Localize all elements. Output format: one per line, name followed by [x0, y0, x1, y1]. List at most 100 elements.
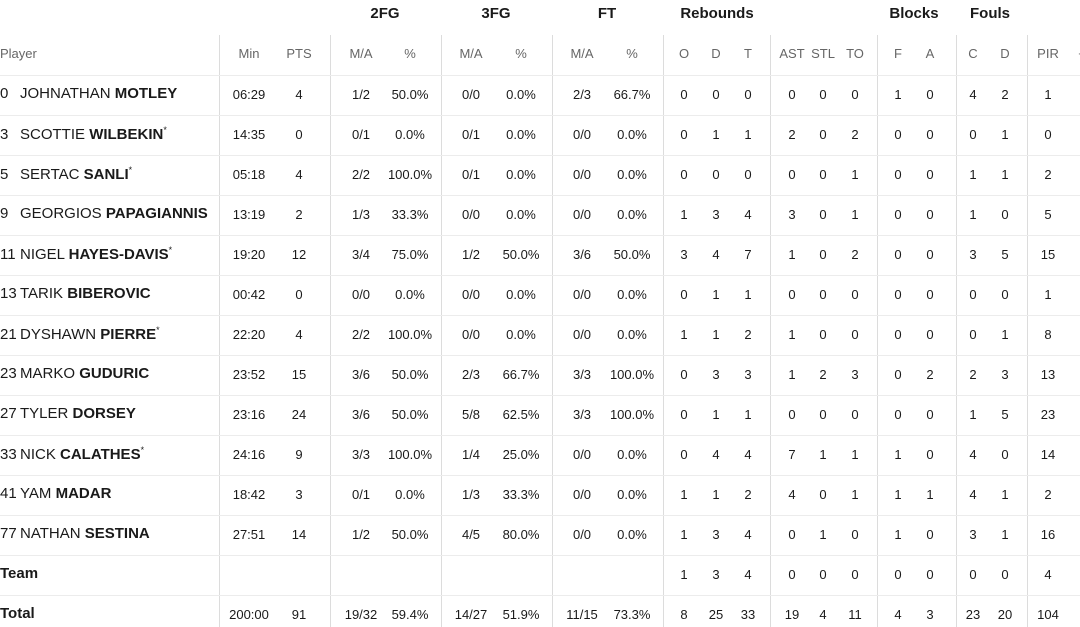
- stat-cell: 4: [969, 487, 977, 502]
- stat-cell: 66.7%: [502, 367, 540, 382]
- column-header: PIR: [1037, 46, 1059, 61]
- stat-cell: 0/0: [572, 207, 592, 222]
- stat-cell: 0.0%: [506, 87, 536, 102]
- stat-cell: 20: [997, 607, 1013, 622]
- stat-cell: 0/0: [572, 447, 592, 462]
- stat-cell: 0.0%: [617, 167, 647, 182]
- stat-cell: 1: [1001, 487, 1009, 502]
- stat-cell: 0: [969, 327, 977, 342]
- stat-cell: 1: [744, 287, 752, 302]
- stat-cell: 0: [894, 407, 902, 422]
- stat-cell: 0: [819, 567, 827, 582]
- stat-cell: 0.0%: [617, 287, 647, 302]
- stat-cell: 05:18: [232, 167, 266, 182]
- last-name: BIBEROVIC: [67, 285, 151, 302]
- stat-cell: 7: [788, 447, 796, 462]
- stat-cell: 2/2: [351, 327, 371, 342]
- last-name: GUDURIC: [79, 365, 150, 382]
- stat-cell: 1: [969, 207, 977, 222]
- column-divider: [219, 35, 220, 627]
- stat-cell: 2: [1044, 487, 1052, 502]
- row-divider: [0, 75, 1080, 76]
- stat-cell: 5: [1001, 407, 1009, 422]
- stat-cell: 91: [291, 607, 307, 622]
- stat-cell: 1: [788, 327, 796, 342]
- player-name: 3 SCOTTIE WILBEKIN*: [0, 125, 167, 143]
- stat-cell: 3/3: [572, 367, 592, 382]
- stat-cell: 1: [712, 287, 720, 302]
- stat-cell: 0: [819, 247, 827, 262]
- player-name: Total: [0, 605, 35, 622]
- stat-cell: 00:42: [232, 287, 266, 302]
- stat-cell: 1: [680, 327, 688, 342]
- stat-cell: 0/0: [461, 207, 481, 222]
- group-header: FT: [597, 5, 617, 22]
- stat-cell: 0: [894, 167, 902, 182]
- row-divider: [0, 155, 1080, 156]
- group-header: Blocks: [889, 5, 939, 22]
- player-name: 13 TARIK BIBEROVIC: [0, 285, 151, 302]
- stat-cell: 3: [788, 207, 796, 222]
- stat-cell: 0: [680, 87, 688, 102]
- stat-cell: 50.0%: [391, 367, 429, 382]
- stat-cell: 8: [680, 607, 688, 622]
- column-header: M/A: [349, 46, 373, 61]
- stat-cell: 2/2: [351, 167, 371, 182]
- stat-cell: 1: [851, 447, 859, 462]
- stat-cell: 1: [680, 567, 688, 582]
- first-name: GEORGIOS: [20, 205, 102, 222]
- row-divider: [0, 475, 1080, 476]
- player-name: 5 SERTAC SANLI*: [0, 165, 132, 183]
- stat-cell: 33.3%: [391, 207, 429, 222]
- group-header: 2FG: [370, 5, 400, 22]
- player-name: 9 GEORGIOS PAPAGIANNIS: [0, 205, 208, 222]
- stat-cell: 50.0%: [391, 87, 429, 102]
- stat-cell: 0/0: [461, 327, 481, 342]
- stat-cell: 0.0%: [395, 287, 425, 302]
- stat-cell: 0: [819, 287, 827, 302]
- last-name: DORSEY: [72, 405, 136, 422]
- stat-cell: 3/4: [351, 247, 371, 262]
- player-name: 0 JOHNATHAN MOTLEY: [0, 85, 177, 102]
- stat-cell: 2: [295, 207, 303, 222]
- stat-cell: 3/6: [351, 407, 371, 422]
- stat-cell: 0/1: [461, 127, 481, 142]
- row-label: Total: [0, 605, 35, 622]
- stat-cell: 1: [680, 487, 688, 502]
- stat-cell: 1: [969, 167, 977, 182]
- stat-cell: 14:35: [232, 127, 266, 142]
- player-header: Player: [0, 46, 37, 61]
- player-number: 9: [0, 205, 9, 222]
- last-name: SANLI: [83, 166, 129, 183]
- row-divider: [0, 195, 1080, 196]
- column-header: +/-: [1078, 46, 1080, 61]
- stat-cell: 3: [744, 367, 752, 382]
- starter-mark: *: [168, 245, 173, 255]
- stat-cell: 1: [1044, 87, 1052, 102]
- column-header: STL: [811, 46, 835, 61]
- stat-cell: 2: [1044, 167, 1052, 182]
- stat-cell: 3: [712, 207, 720, 222]
- stat-cell: 0: [712, 167, 720, 182]
- stat-cell: 3: [969, 527, 977, 542]
- stat-cell: 1: [712, 327, 720, 342]
- column-header: TO: [846, 46, 864, 61]
- column-divider: [1027, 35, 1028, 627]
- stat-cell: 4: [744, 447, 752, 462]
- first-name: JOHNATHAN: [20, 85, 111, 102]
- stat-cell: 0: [819, 87, 827, 102]
- stat-cell: 4: [744, 567, 752, 582]
- last-name: HAYES-DAVIS: [68, 246, 169, 263]
- row-label: Team: [0, 565, 39, 582]
- stat-cell: 0.0%: [506, 327, 536, 342]
- stat-cell: 4: [744, 207, 752, 222]
- stat-cell: 3: [712, 567, 720, 582]
- stat-cell: 1: [1001, 327, 1009, 342]
- stat-cell: 1: [680, 527, 688, 542]
- stat-cell: 1: [894, 447, 902, 462]
- stat-cell: 1: [969, 407, 977, 422]
- stat-cell: 0.0%: [506, 167, 536, 182]
- stat-cell: 4: [969, 87, 977, 102]
- stat-cell: 0.0%: [395, 127, 425, 142]
- stat-cell: 100.0%: [609, 407, 655, 422]
